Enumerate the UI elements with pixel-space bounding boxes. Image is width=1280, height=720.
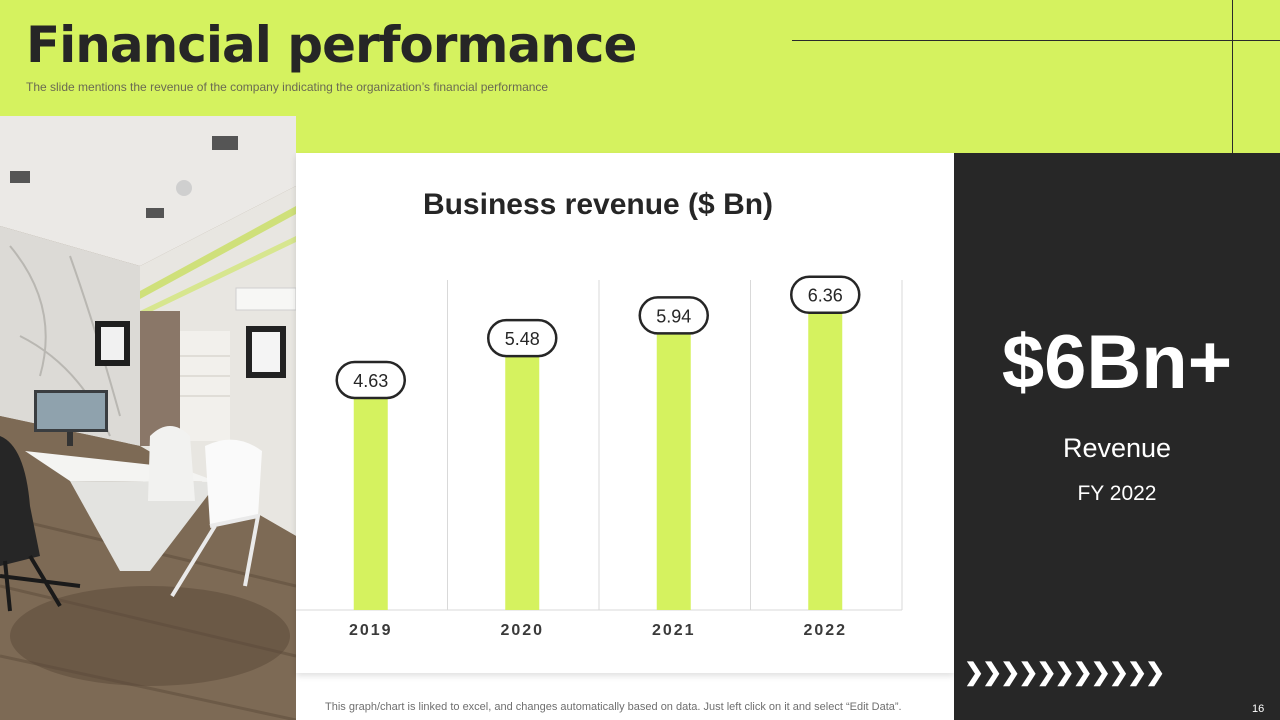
page-number: 16	[1252, 703, 1265, 715]
chevron-arrows-icon: ❯❯❯❯❯❯❯❯❯❯❯	[964, 659, 1165, 686]
bar-2019	[353, 381, 388, 610]
bar-2022	[808, 296, 843, 610]
x-tick-label: 2019	[349, 622, 393, 639]
x-tick-label: 2021	[652, 622, 696, 639]
revenue-chart: Business revenue ($ Bn) 4.63 2019 5.48 2020…	[296, 153, 954, 673]
page-subtitle: The slide mentions the revenue of the co…	[26, 80, 549, 94]
data-label: 6.36	[808, 286, 843, 306]
data-label: 4.63	[353, 371, 388, 391]
data-label-pill	[790, 275, 861, 314]
highlight-label: Revenue	[1062, 433, 1172, 463]
data-label-pill	[335, 360, 406, 400]
highlight-value: $6Bn+	[1001, 320, 1233, 405]
x-tick-label: 2022	[803, 622, 847, 639]
bar-2020	[505, 340, 540, 610]
highlight-panel: $6Bn+ Revenue FY 2022 ❯❯❯❯❯❯❯❯❯❯❯	[954, 153, 1280, 720]
data-label-pill	[638, 296, 709, 335]
page-title: Financial performance	[26, 16, 637, 74]
highlight-sublabel: FY 2022	[1077, 482, 1157, 505]
x-tick-label: 2020	[500, 622, 544, 639]
decorative-vertical-line	[1232, 0, 1233, 153]
office-photo	[0, 116, 296, 720]
footnote: This graph/chart is linked to excel, and…	[325, 701, 902, 713]
revenue-bar-chart: Business revenue ($ Bn) 4.63 2019 5.48 2020…	[296, 188, 903, 639]
data-label: 5.48	[505, 329, 540, 349]
data-label: 5.94	[656, 306, 691, 326]
decorative-horizontal-line	[792, 40, 1280, 41]
data-label-pill	[487, 318, 558, 358]
bar-2021	[656, 317, 691, 610]
chart-title: Business revenue ($ Bn)	[423, 188, 773, 221]
